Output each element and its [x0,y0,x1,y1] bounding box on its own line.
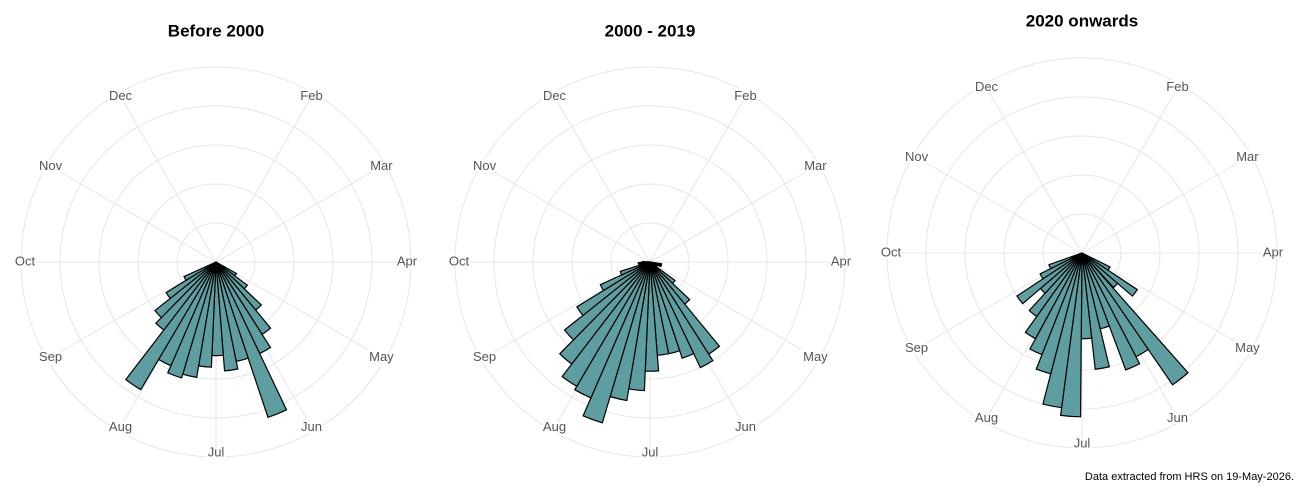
bar [1039,252,1083,280]
grid-spoke [649,92,748,263]
bar [124,261,217,391]
theta-tick-label: Jun [1167,410,1188,425]
theta-tick-label: Jul [208,444,225,459]
theta-tick-label: Apr [1263,244,1284,259]
chart-title: 2020 onwards [1026,11,1138,30]
bar [599,261,651,292]
chart-title: 2000 - 2019 [605,21,696,40]
bar [576,261,651,317]
grid-spoke [215,92,314,263]
polar-chart: Before 2000 Feb Mar Apr May Jun Jul Aug Sep Oct No… [13,21,420,461]
polar-chart: 2020 onwards Feb Mar Apr May Jun Jul Aug Sep Oct N… [879,11,1286,452]
theta-tick-label: Apr [397,253,418,268]
bar [563,261,651,341]
bar [582,261,651,424]
bar [558,261,651,365]
grid-spoke [46,164,217,263]
theta-tick-label: May [369,349,394,364]
theta-tick-label: Aug [543,419,566,434]
grid-spoke [984,83,1083,254]
bar [1081,252,1189,386]
bar [1081,252,1141,371]
grid-spoke [1081,252,1252,351]
theta-tick-label: Dec [975,79,999,94]
bar [649,261,695,359]
theta-tick-label: May [1235,340,1260,355]
theta-tick-label: Jul [642,444,659,459]
theta-tick-label: Mar [1236,149,1259,164]
bar [1048,252,1083,270]
theta-tick-label: Apr [831,253,852,268]
grid-spoke [649,164,820,263]
theta-tick-label: Nov [39,158,63,173]
bar [154,261,217,319]
bar [561,261,651,388]
grid-spoke [215,261,386,360]
theta-tick-label: Jun [735,419,756,434]
grid-spoke [215,164,386,263]
chart-title: Before 2000 [168,21,264,40]
grid-spoke [1081,83,1180,254]
theta-tick-label: Oct [15,253,36,268]
bar [1024,252,1083,340]
bar [183,261,217,282]
theta-tick-label: Nov [905,149,929,164]
bar [1081,252,1139,297]
theta-tick-label: Sep [905,340,928,355]
bar [619,261,651,276]
theta-tick-label: Aug [975,410,998,425]
grid-spoke [1081,155,1252,254]
grid-spoke [649,261,820,360]
bar [155,261,217,331]
grid-spoke [480,164,651,263]
bar [641,260,651,264]
theta-tick-label: Sep [39,349,62,364]
theta-tick-label: May [803,349,828,364]
bar [649,261,714,369]
theta-tick-label: Oct [881,244,902,259]
bar [573,261,651,399]
theta-tick-label: Sep [473,349,496,364]
bar [1081,252,1111,370]
theta-tick-label: Jul [1074,435,1091,450]
theta-tick-label: Mar [804,158,827,173]
grid-spoke [552,92,651,263]
theta-tick-label: Dec [109,88,133,103]
theta-tick-label: Jun [301,419,322,434]
theta-tick-label: Dec [543,88,567,103]
footnote: Data extracted from HRS on 19-May-2026. [1085,471,1294,483]
bar [165,261,217,300]
theta-tick-label: Nov [473,158,497,173]
bar [1029,252,1083,356]
bar [1081,252,1119,289]
theta-tick-label: Feb [300,88,322,103]
grid-spoke [912,155,1083,254]
grid-spoke [118,92,217,263]
theta-tick-label: Feb [1166,79,1188,94]
bar [215,261,288,419]
bar [1016,252,1083,305]
theta-tick-label: Aug [109,419,132,434]
theta-tick-label: Feb [734,88,756,103]
theta-tick-label: Mar [370,158,393,173]
theta-tick-label: Oct [449,253,470,268]
bar [215,261,239,372]
polar-chart: 2000 - 2019 Feb Mar Apr May Jun Jul Aug Sep Oct No… [447,21,854,461]
bar [1028,252,1083,318]
